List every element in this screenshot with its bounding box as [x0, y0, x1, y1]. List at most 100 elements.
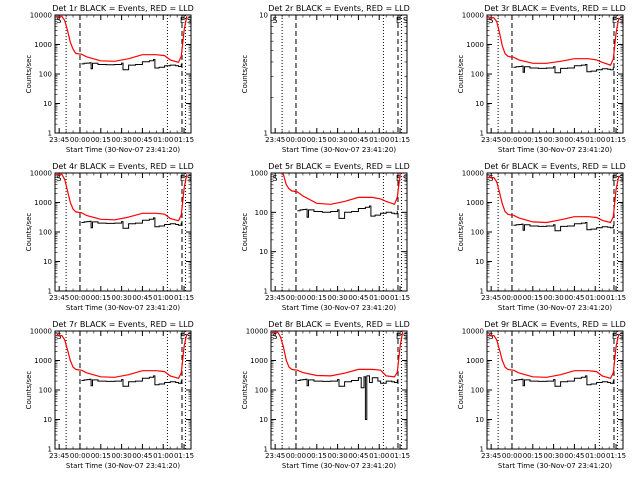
x-tick-label: 00:30: [112, 136, 132, 144]
y-tick-label: 1: [48, 130, 52, 138]
chart-title: Det 2r BLACK = Events, RED = LLD: [268, 4, 410, 13]
plot-frame: [270, 330, 408, 450]
x-tick-label: 00:00: [502, 136, 522, 144]
events-series-line: [513, 64, 614, 74]
interval-marker: S: [272, 332, 277, 341]
x-tick-label: 23:45: [49, 294, 69, 302]
chart-panel-7: Det 7r BLACK = Events, RED = LLD 1 10 100 10…: [25, 320, 194, 470]
y-tick-label: 10: [259, 12, 268, 20]
y-tick-label: 100: [39, 387, 52, 395]
interval-marker: S: [272, 174, 277, 183]
plot-frame: [54, 330, 192, 450]
y-tick-label: 1000: [466, 41, 484, 49]
x-axis-label: Start Time (30-Nov-07 23:41:20): [66, 462, 180, 470]
y-tick-label: 1000: [34, 199, 52, 207]
x-tick-label: 00:45: [564, 136, 584, 144]
x-tick-label: 01:00: [585, 136, 605, 144]
y-tick-label: 100: [471, 229, 484, 237]
x-tick-label: 23:45: [265, 136, 285, 144]
y-tick-label: 10000: [246, 328, 268, 336]
x-tick-label: 00:30: [328, 452, 348, 460]
lld-series-line: [271, 331, 404, 378]
chart-panel-8: Det 8r BLACK = Events, RED = LLD 1 10 100 10…: [241, 320, 410, 470]
y-tick-label: 10: [259, 248, 268, 256]
x-tick-label: 00:15: [523, 136, 543, 144]
x-tick-label: 00:45: [132, 452, 152, 460]
chart-panel-3: Det 3r BLACK = Events, RED = LLD 1 10 100 10…: [457, 4, 626, 154]
x-tick-label: 01:00: [585, 452, 605, 460]
x-tick-label: 00:15: [307, 294, 327, 302]
y-axis-label: Counts/sec: [25, 55, 33, 94]
interval-marker: S: [187, 174, 192, 183]
interval-marker: S: [488, 16, 493, 25]
x-tick-label: 01:00: [153, 452, 173, 460]
y-axis-label: Counts/sec: [241, 213, 249, 252]
x-tick-label: 01:15: [390, 452, 410, 460]
x-tick-label: 00:15: [307, 136, 327, 144]
y-tick-label: 1: [480, 288, 484, 296]
interval-marker: S: [56, 16, 61, 25]
interval-marker: S: [619, 16, 624, 25]
interval-marker: S: [187, 332, 192, 341]
x-tick-label: 00:15: [523, 452, 543, 460]
interval-marker: S: [403, 174, 408, 183]
x-tick-label: 01:15: [606, 294, 626, 302]
interval-marker: S: [56, 174, 61, 183]
y-tick-label: 1000: [466, 357, 484, 365]
interval-marker: S: [56, 332, 61, 341]
x-tick-label: 01:15: [174, 294, 194, 302]
lld-series-line: [55, 15, 188, 64]
x-axis-label: Start Time (30-Nov-07 23:41:20): [498, 146, 612, 154]
interval-marker: E: [396, 332, 401, 341]
x-tick-label: 01:00: [369, 136, 389, 144]
x-tick-label: 23:45: [481, 136, 501, 144]
y-tick-label: 100: [39, 229, 52, 237]
lld-series-line: [487, 175, 620, 224]
x-tick-label: 23:45: [49, 136, 69, 144]
chart-title: Det 1r BLACK = Events, RED = LLD: [52, 4, 194, 13]
x-tick-label: 00:00: [286, 136, 306, 144]
chart-title: Det 9r BLACK = Events, RED = LLD: [484, 320, 626, 329]
y-tick-label: 1: [480, 446, 484, 454]
y-tick-label: 10000: [462, 12, 484, 20]
x-tick-label: 00:15: [91, 294, 111, 302]
y-axis-label: Counts/sec: [241, 55, 249, 94]
lld-series-line: [55, 173, 188, 222]
y-tick-label: 10: [43, 100, 52, 108]
interval-marker: E: [612, 16, 617, 25]
x-tick-label: 00:45: [348, 452, 368, 460]
x-tick-label: 00:45: [348, 136, 368, 144]
x-tick-label: 01:00: [153, 136, 173, 144]
x-tick-label: 01:00: [153, 294, 173, 302]
plot-frame: [54, 172, 192, 292]
interval-marker: S: [187, 16, 192, 25]
x-axis-label: Start Time (30-Nov-07 23:41:20): [66, 304, 180, 312]
plot-frame: [54, 14, 192, 134]
y-tick-label: 10000: [462, 328, 484, 336]
interval-marker: S: [403, 16, 408, 25]
x-tick-label: 00:45: [132, 294, 152, 302]
x-tick-label: 00:30: [328, 294, 348, 302]
chart-panel-5: Det 5r BLACK = Events, RED = LLD 1 10 100 10…: [241, 162, 410, 312]
chart-panel-2: Det 2r BLACK = Events, RED = LLD 1 10 23:45…: [241, 4, 410, 154]
x-tick-label: 23:45: [49, 452, 69, 460]
x-tick-label: 00:00: [286, 294, 306, 302]
events-series-line: [297, 205, 398, 219]
y-tick-label: 1: [48, 446, 52, 454]
lld-series-line: [55, 333, 188, 380]
x-tick-label: 00:45: [132, 136, 152, 144]
x-tick-label: 01:15: [174, 136, 194, 144]
x-tick-label: 00:45: [348, 294, 368, 302]
interval-marker: E: [180, 174, 185, 183]
x-tick-label: 23:45: [481, 294, 501, 302]
plot-frame: [486, 172, 624, 292]
interval-marker: S: [403, 332, 408, 341]
x-tick-label: 00:15: [307, 452, 327, 460]
x-axis-label: Start Time (30-Nov-07 23:41:20): [66, 146, 180, 154]
x-axis-label: Start Time (30-Nov-07 23:41:20): [282, 462, 396, 470]
y-tick-label: 1000: [250, 357, 268, 365]
y-tick-label: 1: [48, 288, 52, 296]
chart-title: Det 4r BLACK = Events, RED = LLD: [52, 162, 194, 171]
y-tick-label: 1000: [466, 199, 484, 207]
y-tick-label: 100: [39, 71, 52, 79]
